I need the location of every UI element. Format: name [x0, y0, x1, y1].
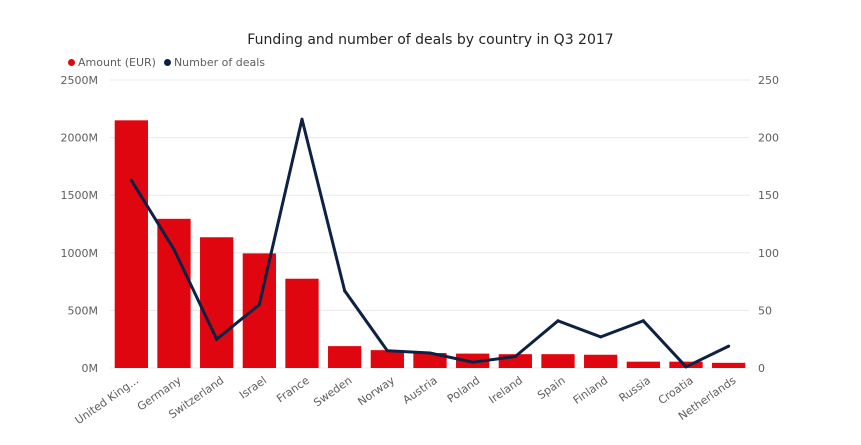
bar: [413, 353, 447, 368]
bar: [285, 278, 319, 368]
bar: [712, 362, 746, 368]
deals-point: [215, 337, 219, 341]
y-right-tick-label: 200: [758, 132, 779, 145]
legend-label-amount: Amount (EUR): [78, 56, 156, 69]
y-left-tick-label: 2500M: [61, 74, 99, 87]
y-right-tick-label: 50: [758, 304, 772, 317]
deals-point: [727, 344, 731, 348]
y-right-tick-label: 0: [758, 362, 765, 375]
deals-point: [300, 117, 304, 121]
legend-marker-amount: [68, 59, 75, 66]
deals-point: [428, 351, 432, 355]
deals-point: [556, 319, 560, 323]
y-right-tick-label: 250: [758, 74, 779, 87]
deals-point: [684, 365, 688, 369]
legend-marker-deals: [163, 59, 171, 66]
bar: [157, 218, 191, 368]
x-tick-label: Ireland: [486, 374, 525, 406]
bar: [370, 350, 404, 368]
deals-point: [513, 354, 517, 358]
x-tick-label: Austria: [400, 374, 439, 407]
deals-point: [385, 349, 389, 353]
y-left-tick-label: 0M: [82, 362, 99, 375]
bar: [626, 361, 660, 368]
deals-point: [172, 247, 176, 251]
legend-item-deals[interactable]: Number of deals: [163, 56, 266, 69]
chart-legend: Amount (EUR) Number of deals: [68, 56, 273, 69]
chart-title: Funding and number of deals by country i…: [247, 32, 614, 48]
deals-point: [343, 289, 347, 293]
bar: [242, 253, 276, 368]
x-tick-label: Sweden: [311, 374, 354, 410]
legend-label-deals: Number of deals: [173, 56, 266, 69]
bar: [328, 346, 362, 368]
deals-point: [599, 335, 603, 339]
bar: [541, 354, 575, 368]
y-left-tick-label: 500M: [68, 304, 99, 317]
x-tick-label: Finland: [571, 374, 611, 407]
y-right-tick-label: 100: [758, 247, 779, 260]
x-tick-label: Israel: [237, 374, 269, 402]
x-tick-label: Norway: [355, 374, 397, 409]
y-left-tick-label: 2000M: [61, 132, 99, 145]
bar: [584, 354, 618, 368]
bar: [200, 237, 234, 368]
legend-item-amount[interactable]: Amount (EUR): [68, 56, 156, 69]
x-tick-label: United King...: [73, 374, 141, 427]
bar: [114, 120, 148, 368]
deals-point: [471, 360, 475, 364]
y-right-tick-label: 150: [758, 189, 779, 202]
y-left-tick-label: 1500M: [61, 189, 99, 202]
deals-point: [641, 319, 645, 323]
x-tick-label: France: [274, 374, 312, 406]
y-left-tick-label: 1000M: [61, 247, 99, 260]
deals-point: [129, 178, 133, 182]
x-tick-label: Poland: [445, 374, 483, 406]
x-tick-label: Spain: [535, 374, 568, 402]
x-tick-label: Russia: [617, 374, 653, 405]
deals-point: [257, 303, 261, 307]
